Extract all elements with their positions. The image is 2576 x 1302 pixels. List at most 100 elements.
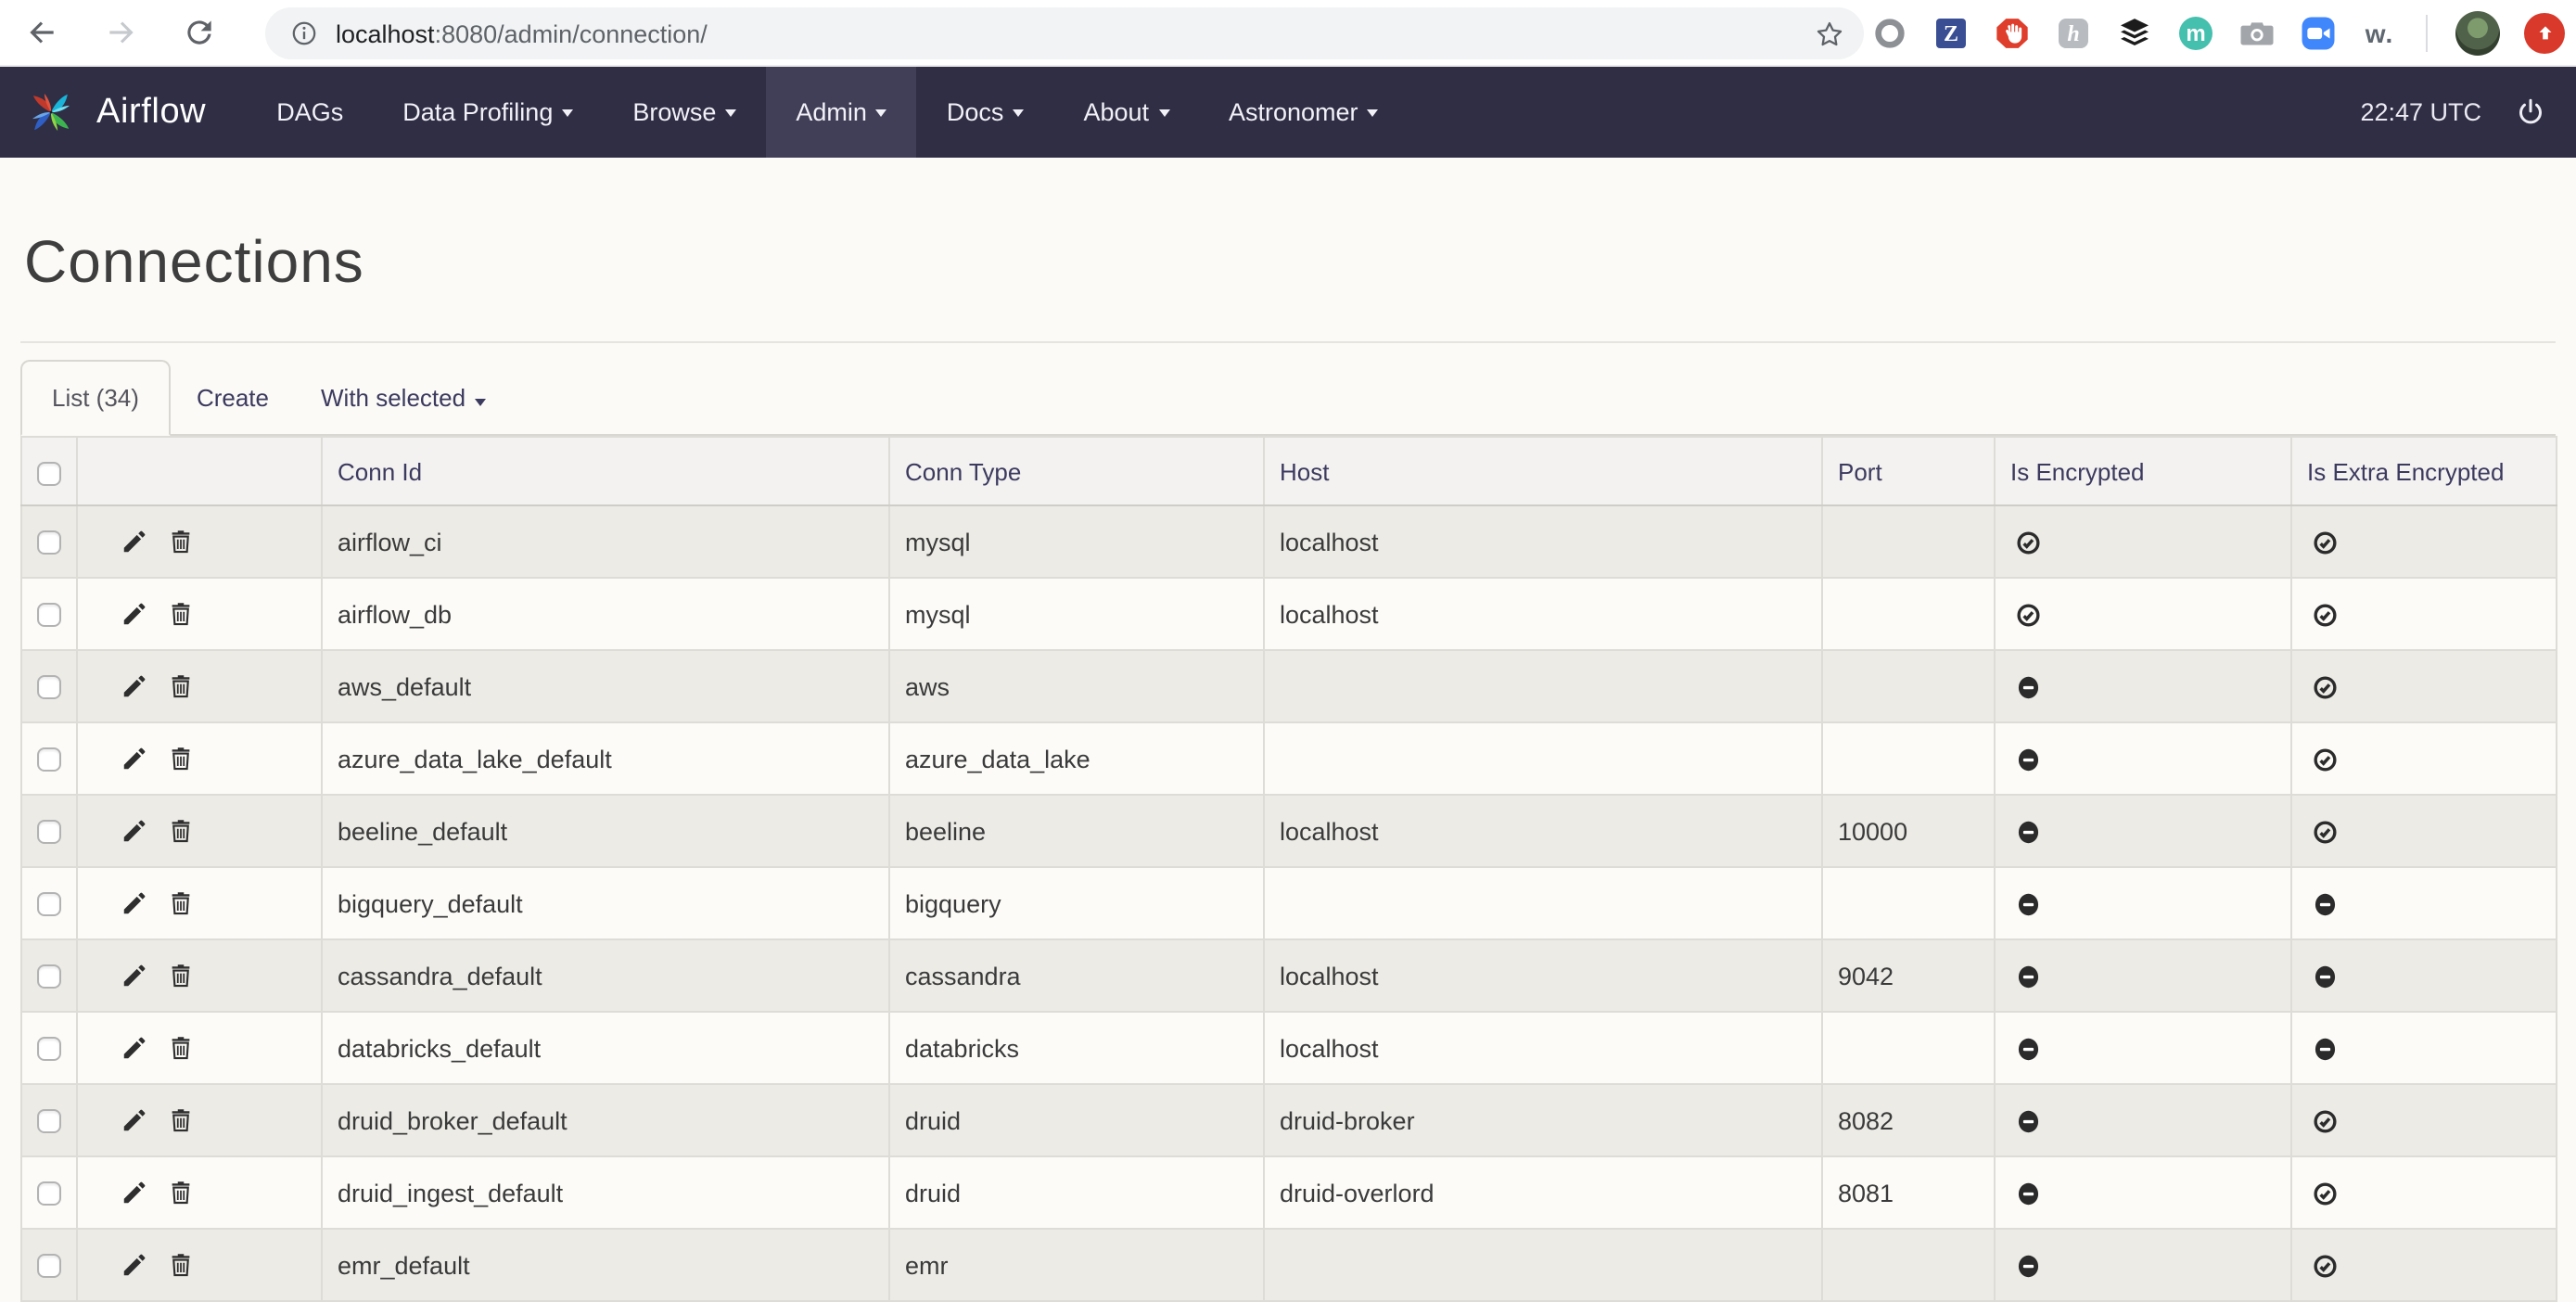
port-cell: 10000 [1822,795,1995,867]
conn-id-cell: airflow_ci [322,505,889,578]
delete-icon[interactable] [167,1105,195,1135]
connections-page: Connections List (34) Create With select… [0,228,2576,1302]
bookmark-star-icon[interactable] [1814,18,1845,49]
edit-icon[interactable] [121,599,148,629]
row-checkbox[interactable] [37,965,61,989]
edit-icon[interactable] [121,671,148,701]
is-extra-encrypted-flag-icon [2307,1106,2338,1134]
edit-icon[interactable] [121,816,148,846]
delete-icon[interactable] [167,1033,195,1063]
tab-create[interactable]: Create [171,362,295,434]
delete-icon[interactable] [167,888,195,918]
delete-icon[interactable] [167,816,195,846]
host-cell [1264,722,1822,795]
honey-extension-icon[interactable]: h [2055,15,2092,52]
m-extension-icon[interactable]: m [2177,15,2214,52]
row-checkbox[interactable] [37,676,61,700]
delete-icon[interactable] [167,744,195,773]
port-cell [1822,650,1995,722]
is-encrypted-flag-icon [2010,1034,2041,1062]
browser-reload-icon[interactable] [176,10,221,55]
host-cell: localhost [1264,939,1822,1012]
is-extra-encrypted-flag-icon [2307,1251,2338,1279]
nav-item-data-profiling[interactable]: Data Profiling [373,67,603,158]
conn-type-header[interactable]: Conn Type [889,437,1264,505]
nav-item-about[interactable]: About [1053,67,1199,158]
edit-icon[interactable] [121,1033,148,1063]
host-cell: localhost [1264,795,1822,867]
conn-id-header[interactable]: Conn Id [322,437,889,505]
table-row: databricks_default databricks localhost [21,1012,2557,1084]
port-header[interactable]: Port [1822,437,1995,505]
delete-icon[interactable] [167,671,195,701]
conn-id-cell: druid_ingest_default [322,1156,889,1229]
buffer-extension-icon[interactable] [2116,15,2153,52]
edit-icon[interactable] [121,1250,148,1280]
conn-id-cell: aws_default [322,650,889,722]
edit-icon[interactable] [121,527,148,556]
row-checkbox[interactable] [37,531,61,555]
port-cell: 8082 [1822,1084,1995,1156]
is-extra-encrypted-flag-icon [2307,745,2338,772]
is-extra-encrypted-flag-icon [2307,889,2338,917]
is-encrypted-flag-icon [2010,528,2041,555]
row-checkbox[interactable] [37,1255,61,1279]
row-checkbox[interactable] [37,893,61,917]
adblock-extension-icon[interactable] [1994,15,2031,52]
nav-item-admin[interactable]: Admin [766,67,917,158]
edit-icon[interactable] [121,1105,148,1135]
is-encrypted-flag-icon [2010,1251,2041,1279]
table-row: airflow_ci mysql localhost [21,505,2557,578]
is-encrypted-header[interactable]: Is Encrypted [1995,437,2291,505]
nav-item-browse[interactable]: Browse [603,67,766,158]
delete-icon[interactable] [167,1178,195,1207]
port-cell [1822,867,1995,939]
is-extra-encrypted-header[interactable]: Is Extra Encrypted [2291,437,2557,505]
delete-icon[interactable] [167,527,195,556]
row-checkbox[interactable] [37,604,61,628]
chevron-down-icon [1368,108,1379,116]
site-info-icon[interactable] [289,19,319,48]
tab-list[interactable]: List (34) [20,360,171,436]
browser-forward-icon[interactable] [98,10,143,55]
host-header[interactable]: Host [1264,437,1822,505]
toolbar-divider [2426,15,2428,52]
nav-item-docs[interactable]: Docs [917,67,1054,158]
row-checkbox[interactable] [37,1038,61,1062]
nav-item-astronomer[interactable]: Astronomer [1199,67,1409,158]
conn-id-cell: azure_data_lake_default [322,722,889,795]
conn-type-cell: emr [889,1229,1264,1301]
profile-avatar[interactable] [2455,11,2500,56]
row-checkbox[interactable] [37,748,61,772]
delete-icon[interactable] [167,961,195,990]
row-checkbox[interactable] [37,1182,61,1206]
url-bar[interactable]: localhost:8080/admin/connection/ [265,7,1864,59]
edit-icon[interactable] [121,961,148,990]
delete-icon[interactable] [167,599,195,629]
edit-icon[interactable] [121,888,148,918]
edit-icon[interactable] [121,1178,148,1207]
conn-type-cell: databricks [889,1012,1264,1084]
row-checkbox[interactable] [37,821,61,845]
camera-extension-icon[interactable] [2238,15,2276,52]
nav-item-dags[interactable]: DAGs [247,67,373,158]
port-cell: 9042 [1822,939,1995,1012]
tab-with-selected[interactable]: With selected [295,362,512,434]
table-row: airflow_db mysql localhost [21,578,2557,650]
table-row: azure_data_lake_default azure_data_lake [21,722,2557,795]
airflow-brand[interactable]: Airflow [0,67,206,158]
delete-icon[interactable] [167,1250,195,1280]
browser-back-icon[interactable] [19,10,63,55]
select-all-checkbox[interactable] [37,461,61,485]
update-badge-icon[interactable] [2524,13,2565,54]
brand-name[interactable]: Airflow [96,92,206,133]
zotero-extension-icon[interactable]: Z [1932,15,1970,52]
edit-icon[interactable] [121,744,148,773]
zoom-extension-icon[interactable] [2300,15,2337,52]
ring-extension-icon[interactable] [1871,15,1908,52]
host-cell: localhost [1264,1012,1822,1084]
is-encrypted-flag-icon [2010,962,2041,989]
w-extension-icon[interactable]: w. [2361,15,2398,52]
power-icon[interactable] [2515,96,2546,128]
row-checkbox[interactable] [37,1110,61,1134]
